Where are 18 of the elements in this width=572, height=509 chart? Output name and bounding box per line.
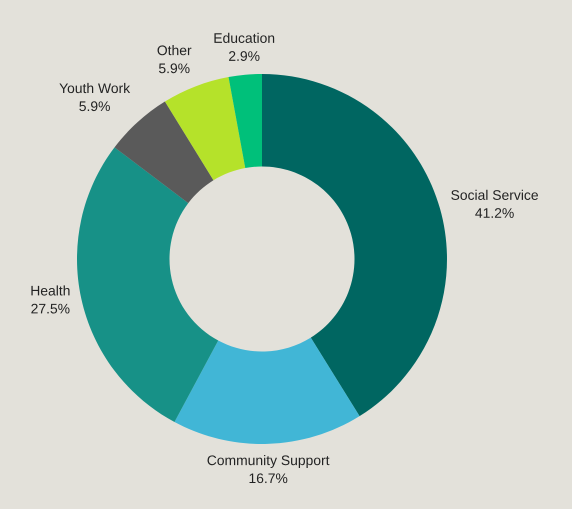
donut-slice [114,102,214,204]
data-label: 41.2% [475,208,514,218]
slice-label: Education [214,32,274,43]
slice-label: Youth Work [59,82,130,94]
slice-label: Other [158,45,192,56]
slice-label: Social Service [451,190,538,200]
slice-label: Health [31,285,70,296]
donut-slice [77,147,218,422]
donut-slice [228,74,262,168]
data-label: 5.9% [158,63,190,74]
data-label: 27.5% [31,304,70,314]
data-label: 16.7% [250,473,288,484]
data-label: 5.9% [79,101,110,112]
data-label: 2.9% [229,51,260,61]
donut-slice [262,74,447,416]
slice-label: Community Support [207,455,330,468]
donut-slice [164,77,246,180]
donut-slice [174,338,360,444]
